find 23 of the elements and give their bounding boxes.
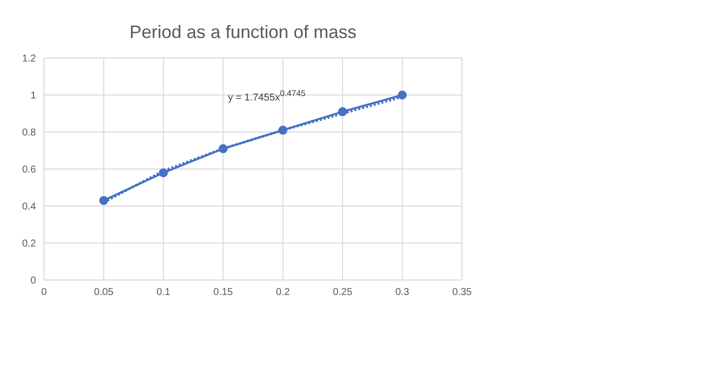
y-tick-label: 1.2 bbox=[22, 54, 36, 65]
point bbox=[158, 168, 168, 178]
point bbox=[338, 107, 348, 116]
chart-title: Period as a function of mass bbox=[128, 22, 358, 43]
y-tick-label: 1 bbox=[30, 90, 36, 102]
x-tick-label: 0.1 bbox=[156, 287, 171, 298]
x-tick-label: 0.2 bbox=[276, 287, 290, 298]
x-tick-label: 0.05 bbox=[94, 287, 114, 298]
x-tick-label: 0.15 bbox=[213, 287, 234, 298]
annotation: y = 1.7455x$^{0.4745}$ bbox=[228, 88, 306, 104]
x-tick-label: 0.35 bbox=[452, 287, 472, 298]
y-tick-label: 0.2 bbox=[22, 238, 36, 250]
point bbox=[398, 90, 407, 100]
y-tick-label: 0.8 bbox=[22, 128, 36, 139]
point bbox=[99, 196, 108, 205]
y-tick-label: 0.4 bbox=[22, 202, 36, 213]
x-tick-label: 0.3 bbox=[395, 287, 410, 298]
point bbox=[218, 144, 228, 154]
y-tick-label: 0.6 bbox=[22, 164, 36, 176]
y-tick-label: 0 bbox=[30, 276, 36, 287]
x-tick-label: 0.25 bbox=[332, 287, 353, 298]
point bbox=[278, 126, 288, 135]
x-tick-label: 0 bbox=[41, 287, 48, 298]
